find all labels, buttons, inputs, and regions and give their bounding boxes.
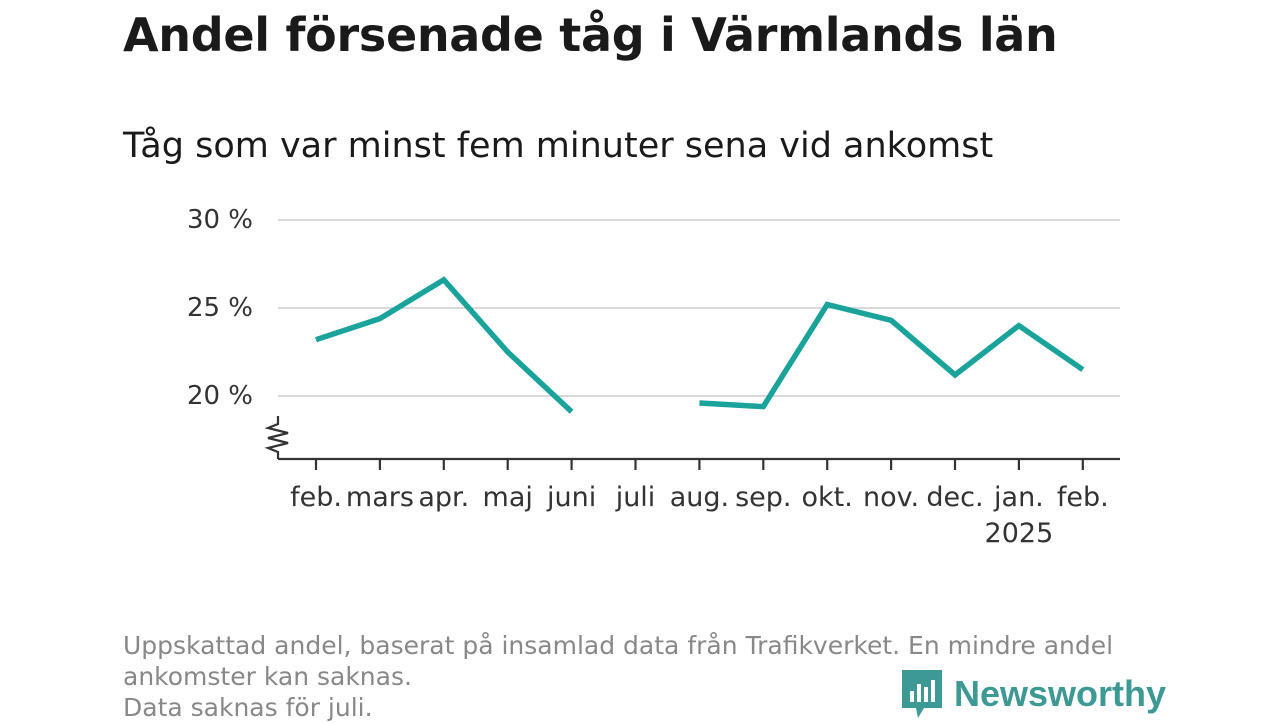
x-tick-label: maj bbox=[483, 482, 533, 513]
x-tick-label: mars bbox=[346, 482, 414, 513]
footnote-missing-data: Data saknas för juli. bbox=[123, 693, 373, 722]
y-tick-label: 20 % bbox=[187, 381, 253, 411]
x-year-label: 2025 bbox=[985, 518, 1054, 549]
brand: Newsworthy bbox=[902, 670, 1166, 718]
series-lines bbox=[315, 276, 1085, 414]
series-line bbox=[699, 301, 1085, 410]
chart-subtitle: Tåg som var minst fem minuter sena vid a… bbox=[123, 126, 994, 166]
line-chart: 20 %25 %30 % feb. mars apr. maj juni juli aug.… bbox=[187, 205, 1120, 549]
footnote-source: Uppskattad andel, baserat på insamlad da… bbox=[123, 631, 1114, 691]
chart-title: Andel försenade tåg i Värmlands län bbox=[123, 8, 1058, 62]
x-tick-label: aug. bbox=[670, 482, 729, 513]
y-axis-break bbox=[264, 416, 289, 459]
x-tick-label: juli bbox=[615, 482, 656, 513]
footnote: Uppskattad andel, baserat på insamlad da… bbox=[123, 630, 1153, 723]
y-tick-label: 25 % bbox=[187, 293, 253, 323]
x-tick-label: dec. bbox=[926, 482, 983, 513]
x-tick-label: apr. bbox=[418, 482, 469, 513]
x-tick-label: feb. bbox=[290, 482, 342, 513]
x-axis: feb. mars apr. maj juni juli aug. sep. okt. nov. d… bbox=[264, 416, 1120, 549]
x-tick-label: okt. bbox=[802, 482, 853, 513]
newsworthy-logo-icon bbox=[902, 670, 942, 718]
y-axis-ticks: 20 % 25 % 30 % bbox=[187, 205, 253, 411]
gridlines bbox=[278, 219, 1120, 397]
series-line bbox=[315, 276, 574, 414]
x-tick-label: nov. bbox=[863, 482, 919, 513]
brand-name: Newsworthy bbox=[954, 673, 1167, 714]
x-tick-label: feb. bbox=[1057, 482, 1109, 513]
x-tick-label: jan. bbox=[993, 482, 1044, 513]
x-tick-label: juni bbox=[546, 482, 596, 513]
x-tick-label: sep. bbox=[735, 482, 791, 513]
y-tick-label: 30 % bbox=[187, 205, 253, 235]
